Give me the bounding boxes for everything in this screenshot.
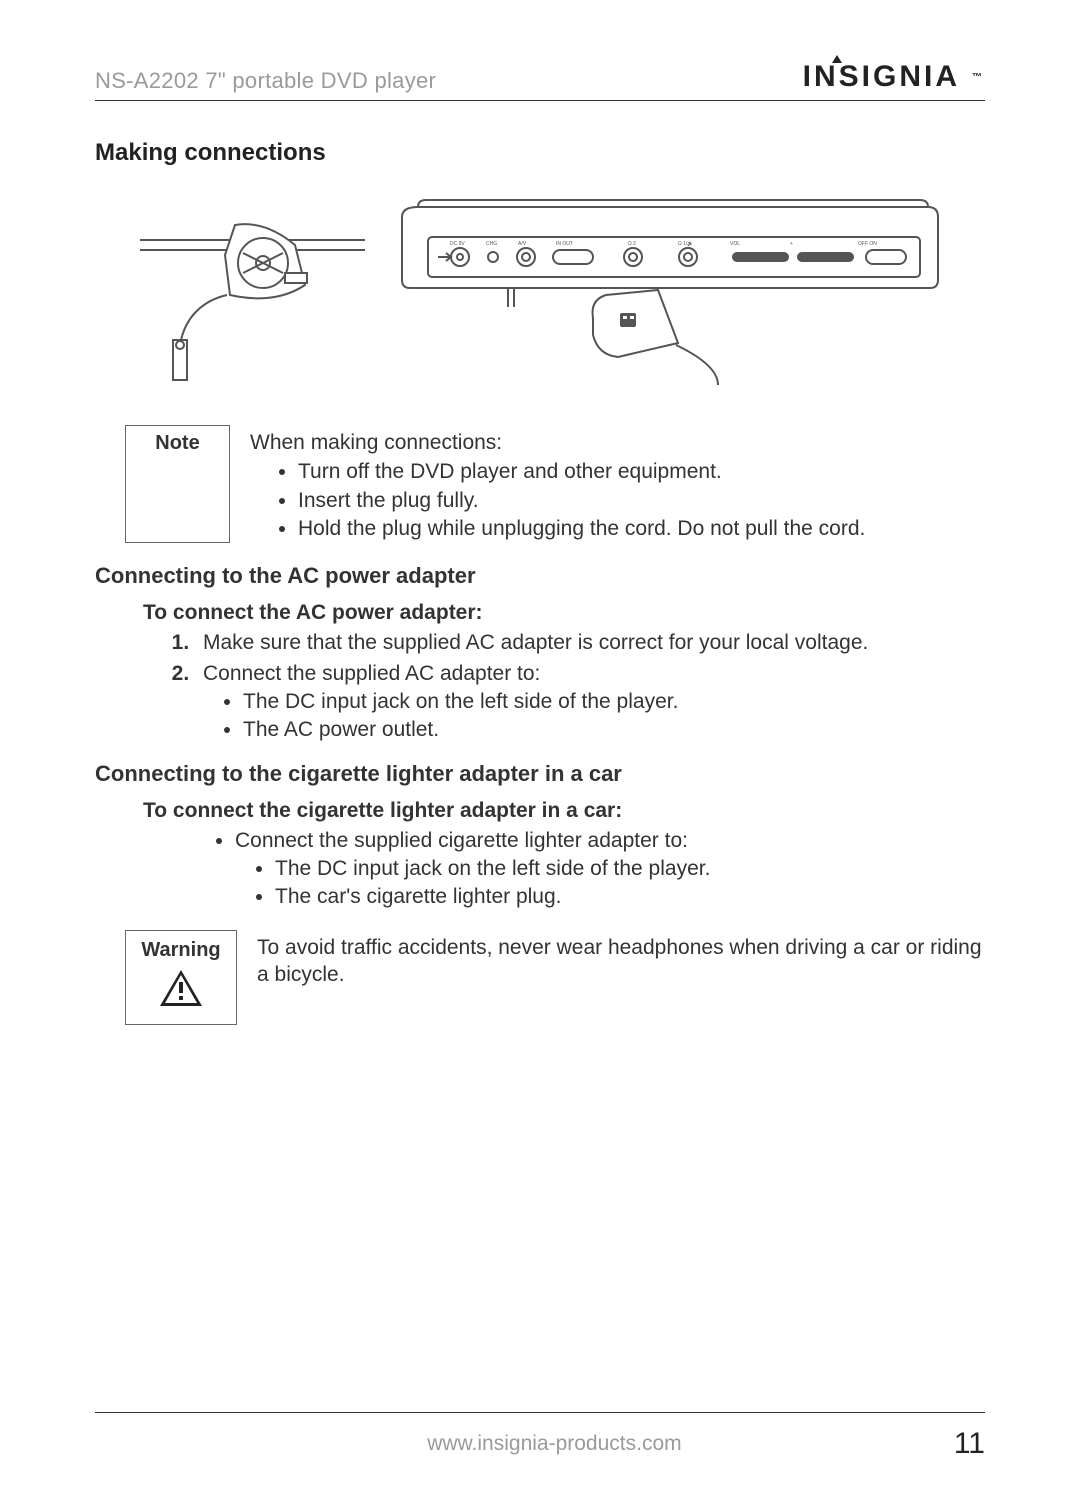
footer-url: www.insignia-products.com bbox=[155, 1432, 954, 1456]
svg-text:+: + bbox=[790, 241, 793, 247]
diagram-row: DC 9V CHG A/V IN OUT Ω 2 Ω 1/🔊 VOL + OFF… bbox=[135, 195, 985, 385]
svg-text:DC 9V: DC 9V bbox=[450, 241, 465, 247]
page-header: NS-A2202 7" portable DVD player INSIGNIA… bbox=[95, 60, 985, 101]
ac-step-text: Connect the supplied AC adapter to: bbox=[203, 662, 540, 685]
ac-subhead: To connect the AC power adapter: bbox=[143, 601, 985, 625]
note-bullet: Turn off the DVD player and other equipm… bbox=[298, 458, 985, 485]
note-body: When making connections: Turn off the DV… bbox=[250, 425, 985, 543]
ac-step-bullets: The DC input jack on the left side of th… bbox=[243, 688, 985, 745]
svg-text:IN OUT: IN OUT bbox=[556, 241, 573, 247]
car-subhead: To connect the cigarette lighter adapter… bbox=[143, 799, 985, 823]
svg-text:A/V: A/V bbox=[518, 241, 527, 247]
svg-text:Ω 2: Ω 2 bbox=[628, 241, 636, 247]
ac-heading: Connecting to the AC power adapter bbox=[95, 563, 985, 589]
section-title: Making connections bbox=[95, 139, 985, 167]
note-bullet: Hold the plug while unplugging the cord.… bbox=[298, 515, 985, 542]
warning-label-box: Warning bbox=[125, 930, 237, 1025]
svg-text:Ω 1/🔊: Ω 1/🔊 bbox=[678, 240, 694, 247]
car-steps: Connect the supplied cigarette lighter a… bbox=[235, 827, 985, 912]
diagram-dvd-side-panel: DC 9V CHG A/V IN OUT Ω 2 Ω 1/🔊 VOL + OFF… bbox=[388, 195, 948, 385]
note-callout: Note When making connections: Turn off t… bbox=[125, 425, 985, 543]
ac-step: Connect the supplied AC adapter to: The … bbox=[195, 660, 985, 745]
svg-text:VOL: VOL bbox=[730, 241, 740, 247]
ac-step-bullet: The DC input jack on the left side of th… bbox=[243, 688, 985, 716]
note-bullet: Insert the plug fully. bbox=[298, 487, 985, 514]
warning-text: To avoid traffic accidents, never wear h… bbox=[257, 930, 985, 1025]
car-lead-text: Connect the supplied cigarette lighter a… bbox=[235, 829, 688, 852]
warning-label: Warning bbox=[136, 939, 226, 962]
product-line: NS-A2202 7" portable DVD player bbox=[95, 68, 436, 94]
brand-logo: INSIGNIA™ bbox=[803, 60, 985, 94]
page-number: 11 bbox=[954, 1427, 985, 1461]
svg-text:OFF ON: OFF ON bbox=[858, 241, 877, 247]
note-bullet-list: Turn off the DVD player and other equipm… bbox=[298, 458, 985, 542]
car-bullets: The DC input jack on the left side of th… bbox=[275, 855, 985, 912]
ac-step: Make sure that the supplied AC adapter i… bbox=[195, 629, 985, 657]
car-heading: Connecting to the cigarette lighter adap… bbox=[95, 761, 985, 787]
car-lead: Connect the supplied cigarette lighter a… bbox=[235, 827, 985, 912]
note-label: Note bbox=[125, 425, 230, 543]
warning-icon bbox=[158, 968, 204, 1008]
car-bullet: The car's cigarette lighter plug. bbox=[275, 883, 985, 911]
svg-text:CHG: CHG bbox=[486, 241, 497, 247]
ac-step-bullet: The AC power outlet. bbox=[243, 716, 985, 744]
warning-callout: Warning To avoid traffic accidents, neve… bbox=[125, 930, 985, 1025]
diagram-car-dashboard bbox=[135, 195, 370, 385]
note-intro: When making connections: bbox=[250, 429, 985, 456]
ac-steps: Make sure that the supplied AC adapter i… bbox=[195, 629, 985, 744]
page-footer: www.insignia-products.com 11 bbox=[95, 1412, 985, 1461]
car-bullet: The DC input jack on the left side of th… bbox=[275, 855, 985, 883]
